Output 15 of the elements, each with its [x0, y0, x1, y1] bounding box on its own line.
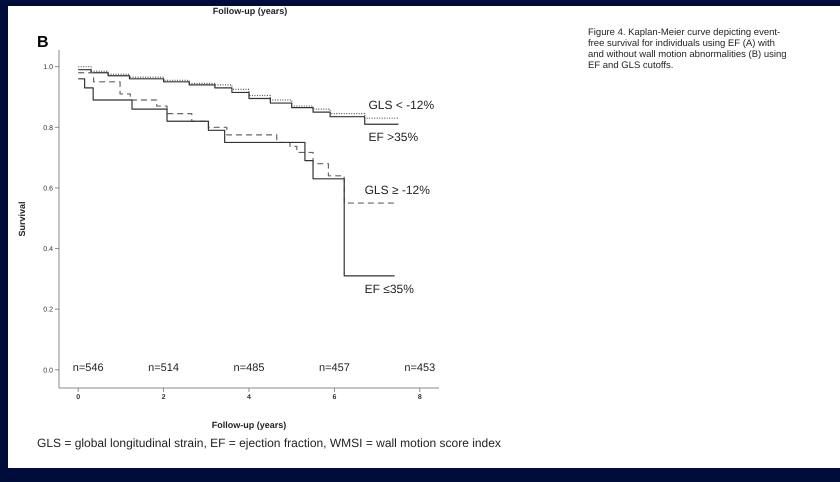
x-axis-title: Follow-up (years)	[212, 420, 286, 430]
annotation: n=457	[318, 362, 351, 374]
series-label: GLS ≥ -12%	[364, 183, 430, 198]
text: Follow-up (years)	[212, 6, 288, 16]
annotation: n=485	[232, 362, 266, 374]
caption: Figure 4. Kaplan-Meier curve depicting event-free survival for individuals using EF (A) with and without wall motion abnormalities (B) using EF and GLS cutoffs.	[588, 27, 788, 71]
annotation: n=514	[147, 362, 180, 374]
y-axis-title: Survival	[17, 201, 28, 237]
series-label: EF >35%	[368, 130, 418, 144]
series-label: EF ≤35%	[364, 282, 414, 296]
annotation: n=453	[403, 362, 436, 374]
chart-title: B	[37, 34, 49, 52]
annotation: n=546	[72, 362, 105, 374]
text: GLS = global longitudinal strain, EF = ejection fraction, WMSI = wall motion score index	[37, 436, 502, 451]
series-label: GLS < -12%	[368, 98, 434, 112]
